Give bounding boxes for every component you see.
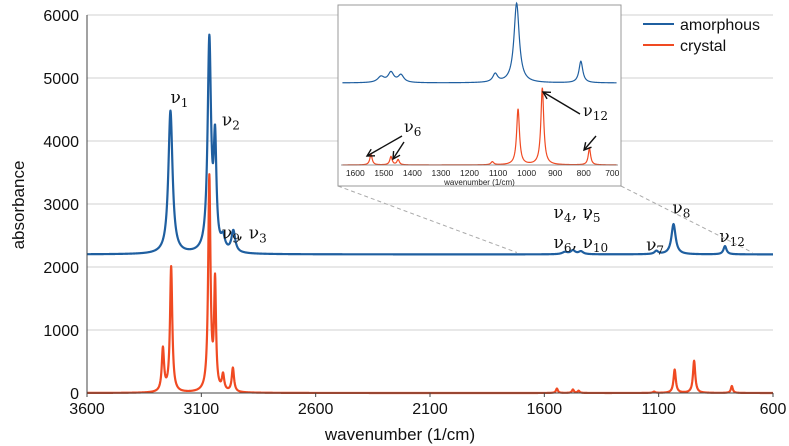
y-tick-label: 4000 [43, 134, 79, 151]
series-line-amorphous [86, 33, 774, 256]
x-tick-label: 1100 [641, 401, 676, 418]
inset-plot: 1600 1500 1400 1300 1200 1100 1000 900 800 700 wav… [337, 1, 753, 253]
y-tick-label: 1000 [43, 323, 79, 340]
inset-x-tick-label: 1500 [374, 168, 393, 178]
x-tick-label: 2100 [412, 401, 448, 418]
inset-arrow-v12-left [542, 91, 581, 115]
inset-x-tick-label: 1300 [431, 168, 450, 178]
peak-label: ν6 [553, 233, 571, 255]
x-tick-label: 3600 [69, 401, 105, 418]
y-tick-label: 5000 [43, 71, 79, 88]
inset-arrow-v6-left-head [365, 148, 376, 157]
inset-x-tick-label: 1100 [489, 168, 508, 178]
peak-label: , [585, 203, 590, 223]
inset-frame [337, 4, 622, 187]
peak-label: ν4 [553, 203, 571, 225]
peak-label: ν2 [222, 110, 240, 132]
inset-arrow-v12-left-head [541, 91, 552, 100]
inset-series-amorphous [342, 1, 617, 84]
inset-x-tick-label: 700 [605, 168, 619, 178]
y-tick-label: 2000 [43, 260, 79, 277]
legend: amorphous crystal [643, 17, 760, 55]
inset-peak-label: ν12 [583, 101, 608, 123]
zoom-guide-left [337, 185, 518, 253]
inset-arrow-v6-right-head [392, 150, 401, 161]
peak-label: , ν10 [572, 233, 608, 255]
inset-peak-label: ν6 [404, 117, 421, 139]
peak-label: , ν3 [238, 224, 267, 246]
x-tick-label: 600 [760, 401, 787, 418]
y-axis-title: absorbance [9, 161, 28, 250]
axes-group: 0 1000 2000 3000 4000 5000 6000 3600 3100 2600 210… [43, 8, 786, 418]
inset-arrow-v12-right [583, 135, 597, 151]
y-tick-label: 0 [70, 386, 79, 403]
inset-x-tick-label: 1600 [346, 168, 365, 178]
inset-arrow-v6-left [366, 135, 403, 157]
inset-arrow-v6-right [392, 141, 405, 160]
series-line-crystal [86, 173, 774, 395]
peak-label: ν1 [170, 88, 188, 110]
inset-arrow-v12-right-head [583, 142, 592, 152]
y-tick-label: 6000 [43, 8, 79, 25]
peak-label: ν12 [719, 227, 745, 249]
legend-label-crystal: crystal [680, 38, 726, 55]
inset-x-tick-label: 900 [548, 168, 562, 178]
peak-label: ν7 [646, 236, 664, 258]
legend-label-amorphous: amorphous [680, 17, 760, 34]
inset-x-axis-title: wavenumber (1/cm) [443, 178, 515, 187]
x-tick-label: 3100 [184, 401, 220, 418]
peak-label: ν8 [672, 198, 690, 220]
peak-label: ν9 [222, 224, 240, 246]
peak-label: , ν5 [572, 203, 601, 225]
inset-x-tick-label: 1200 [460, 168, 479, 178]
y-tick-label: 3000 [43, 197, 79, 214]
x-tick-label: 2600 [298, 401, 334, 418]
x-tick-label: 1600 [527, 401, 563, 418]
inset-x-tick-label: 1400 [403, 168, 422, 178]
inset-x-tick-label: 1000 [517, 168, 536, 178]
x-axis-title: wavenumber (1/cm) [324, 425, 475, 444]
zoom-guide-right [620, 185, 753, 253]
inset-x-tick-label: 800 [577, 168, 591, 178]
